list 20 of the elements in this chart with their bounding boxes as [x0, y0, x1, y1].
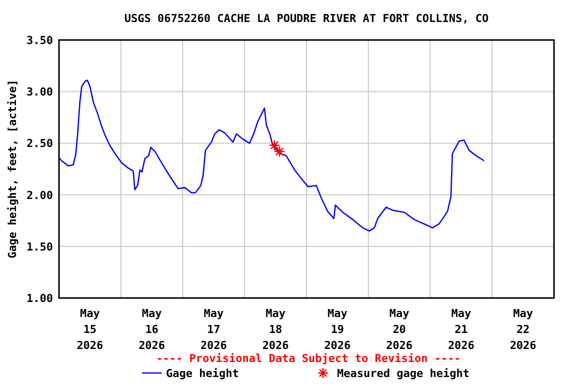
y-tick-label: 3.00	[26, 86, 53, 99]
x-tick-label: May 19 2026	[324, 307, 352, 352]
x-tick-label: May 18 2026	[262, 307, 290, 352]
y-axis-title: Gage height, feet, [active]	[6, 80, 19, 258]
text: ---- Provisional Data Subject to Revision ----	[156, 352, 461, 365]
y-tick-label: 3.50	[26, 34, 53, 47]
y-tick-label: 2.50	[26, 137, 53, 150]
chart-title: USGS 06752260 CACHE LA POUDRE RIVER AT FORT COLLINS, CO	[124, 12, 489, 25]
x-tick-label: May 20 2026	[386, 307, 413, 352]
legend-label: Gage height	[166, 367, 239, 380]
x-tick-label: May 21 2026	[448, 307, 475, 352]
x-tick-label: May 16 2026	[138, 307, 166, 352]
line-series	[58, 80, 485, 232]
y-tick-label: 1.50	[26, 240, 53, 254]
legend-label: Measured gage height	[337, 367, 470, 380]
x-tick-label: May 15 2026	[76, 307, 104, 352]
y-tick-label: 1.00	[26, 292, 53, 305]
x-tick-label: May 17 2026	[200, 307, 228, 352]
x-tick-label: May 22 2026	[510, 307, 537, 352]
y-tick-label: 2.00	[26, 188, 53, 202]
